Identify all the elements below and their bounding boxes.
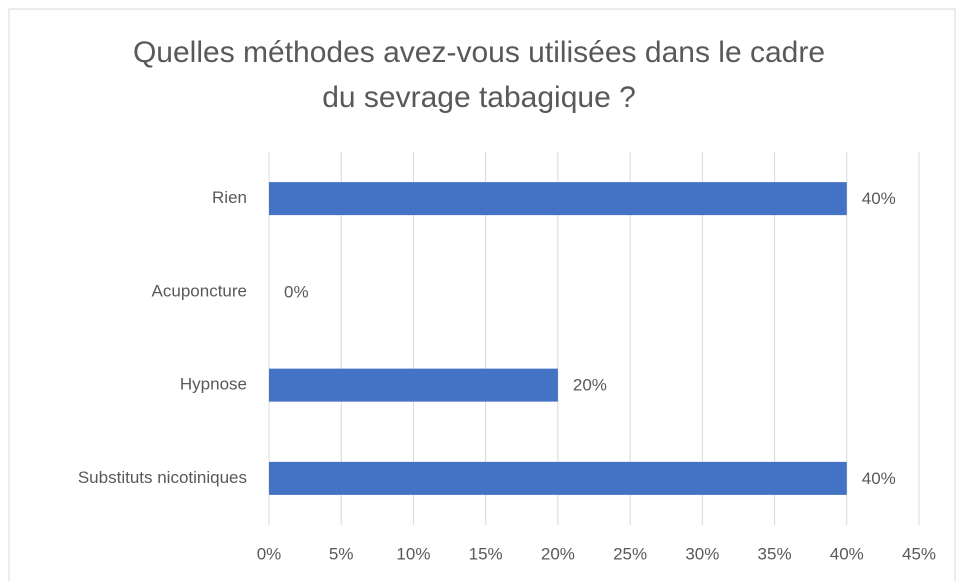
x-tick-label: 10% (396, 544, 430, 563)
x-tick-label: 15% (469, 544, 503, 563)
bar (269, 461, 847, 495)
x-tick-label: 0% (257, 544, 282, 563)
chart-title: Quelles méthodes avez-vous utilisées dan… (132, 36, 826, 114)
data-label: 40% (862, 469, 896, 488)
x-tick-label: 45% (902, 544, 936, 563)
x-tick-label: 35% (758, 544, 792, 563)
data-label: 20% (573, 376, 607, 395)
x-tick-label: 30% (685, 544, 719, 563)
x-tick-label: 40% (830, 544, 864, 563)
x-tick-label: 5% (329, 544, 354, 563)
data-label: 40% (862, 189, 896, 208)
y-tick-label: Rien (212, 188, 247, 207)
data-label: 0% (284, 282, 309, 301)
x-tick-label: 25% (613, 544, 647, 563)
y-tick-label: Substituts nicotiniques (78, 468, 247, 487)
bar (269, 368, 558, 402)
bar (269, 182, 847, 216)
y-tick-label: Acuponcture (152, 281, 247, 300)
y-tick-label: Hypnose (180, 375, 247, 394)
x-tick-label: 20% (541, 544, 575, 563)
